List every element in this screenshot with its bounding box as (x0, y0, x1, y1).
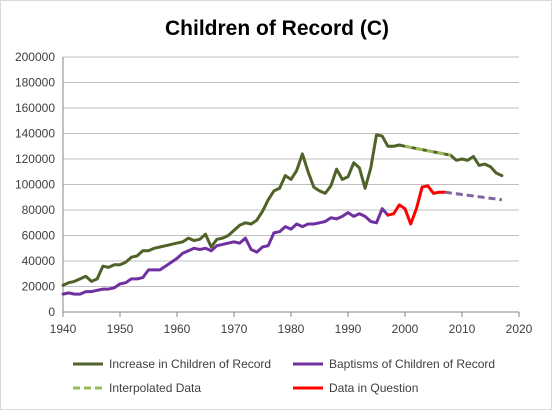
legend-label: Increase in Children of Record (109, 357, 271, 371)
x-tick-label: 2010 (449, 322, 476, 336)
x-tick-label: 1970 (221, 322, 248, 336)
y-tick-label: 180000 (15, 76, 55, 90)
chart-title: Children of Record (C) (165, 17, 389, 40)
y-tick-label: 140000 (15, 127, 55, 141)
y-tick-label: 20000 (22, 280, 56, 294)
legend-label: Data in Question (329, 381, 418, 395)
legend-label: Baptisms of Children of Record (329, 357, 495, 371)
series-line-4 (444, 190, 503, 202)
gridlines (63, 56, 519, 313)
legend-label: Interpolated Data (109, 381, 201, 395)
y-tick-label: 0 (48, 305, 55, 319)
x-axis-ticks: 1940 1950 1960 1970 1980 1990 2000 2010 2020 (50, 322, 533, 336)
y-tick-label: 160000 (15, 101, 55, 115)
x-tick-label: 1950 (107, 322, 134, 336)
series-line-2 (404, 144, 451, 157)
x-tick-label: 1990 (335, 322, 362, 336)
y-axis-ticks: 0 20000 40000 60000 80000 100000 120000 140000 1… (15, 50, 55, 319)
series-line-1 (61, 207, 390, 296)
series-line-3 (386, 184, 447, 226)
y-tick-label: 100000 (15, 178, 55, 192)
series-line-0 (61, 133, 504, 287)
x-tick-label: 1960 (164, 322, 191, 336)
y-tick-label: 120000 (15, 152, 55, 166)
x-tick-label: 1940 (50, 322, 77, 336)
x-tick-label: 1980 (278, 322, 305, 336)
y-tick-label: 200000 (15, 50, 55, 64)
x-tick-label: 2000 (392, 322, 419, 336)
y-tick-label: 60000 (22, 229, 56, 243)
series-lines (61, 133, 504, 296)
axes (62, 57, 520, 317)
y-tick-label: 80000 (22, 203, 56, 217)
x-tick-label: 2020 (506, 322, 533, 336)
y-tick-label: 40000 (22, 254, 56, 268)
legend: Increase in Children of Record Baptisms o… (73, 357, 495, 395)
